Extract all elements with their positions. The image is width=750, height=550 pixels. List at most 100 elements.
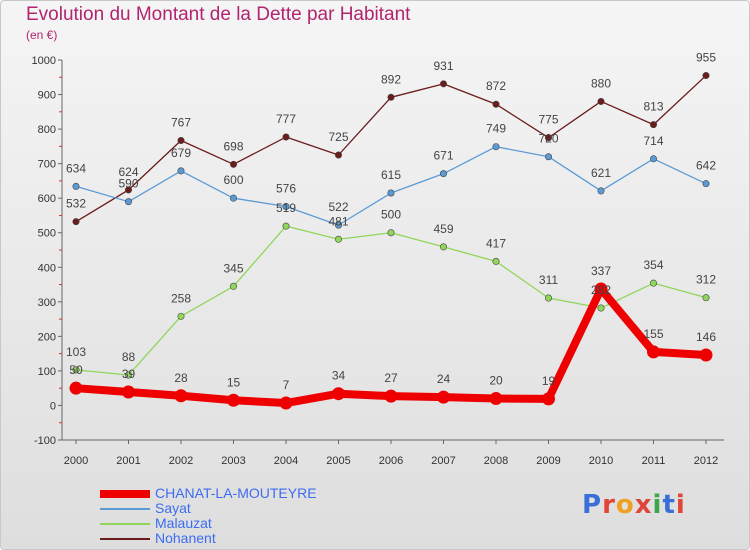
legend-label-sayat: Sayat: [155, 500, 191, 516]
data-label-chanat: 146: [696, 330, 716, 344]
data-label-sayat: 590: [118, 177, 138, 191]
data-point-chanat: [699, 348, 713, 362]
data-label-malauzat: 312: [696, 273, 716, 287]
chart-legend: CHANAT-LA-MOUTEYRE Sayat Malauzat Nohane…: [100, 485, 400, 546]
data-label-chanat: 337: [591, 264, 611, 278]
data-label-chanat: 34: [332, 369, 346, 383]
data-label-nohanent: 532: [66, 197, 86, 211]
data-point-nohanent: [177, 136, 185, 144]
data-point-malauzat: [439, 243, 447, 251]
data-point-sayat: [597, 187, 605, 195]
data-label-malauzat: 481: [328, 214, 348, 228]
legend-swatch-malauzat: [100, 523, 150, 525]
x-tick-label: 2000: [64, 455, 88, 467]
data-point-chanat: [174, 389, 188, 403]
x-tick-label: 2001: [116, 455, 140, 467]
data-label-chanat: 7: [283, 378, 290, 392]
legend-item-chanat: CHANAT-LA-MOUTEYRE: [100, 485, 400, 501]
logo-letter: i: [652, 490, 663, 520]
data-label-nohanent: 767: [171, 115, 191, 129]
data-label-sayat: 615: [381, 168, 401, 182]
legend-label-chanat: CHANAT-LA-MOUTEYRE: [155, 485, 317, 501]
y-tick-label: 600: [38, 193, 56, 205]
data-label-malauzat: 519: [276, 201, 296, 215]
data-point-chanat: [542, 392, 555, 406]
data-point-malauzat: [387, 229, 395, 237]
y-tick-label: 800: [38, 124, 56, 136]
legend-swatch-chanat: [100, 490, 150, 498]
data-label-sayat: 714: [643, 134, 663, 148]
data-point-nohanent: [492, 100, 500, 108]
data-point-sayat: [649, 155, 657, 163]
legend-swatch-sayat: [100, 508, 150, 510]
data-label-nohanent: 892: [381, 72, 401, 86]
data-label-malauzat: 500: [381, 208, 401, 222]
data-label-chanat: 28: [174, 371, 188, 385]
data-label-malauzat: 282: [591, 283, 611, 297]
data-label-sayat: 522: [328, 200, 348, 214]
data-point-malauzat: [177, 312, 185, 320]
data-point-nohanent: [387, 93, 395, 101]
data-point-chanat: [69, 381, 83, 395]
chart-title: Evolution du Montant de la Dette par Hab…: [26, 4, 411, 25]
y-tick-label: 900: [38, 90, 56, 102]
y-tick-label: 400: [38, 262, 56, 274]
chart-subtitle: (en €): [26, 28, 58, 42]
data-point-nohanent: [649, 121, 657, 129]
data-label-sayat: 621: [591, 166, 611, 180]
data-label-nohanent: 955: [696, 51, 716, 65]
data-label-chanat: 155: [643, 327, 663, 341]
y-tick-label: 500: [38, 228, 56, 240]
y-tick-label: 1000: [32, 55, 56, 67]
y-tick-label: 200: [38, 331, 56, 343]
y-tick-label: -100: [34, 435, 56, 447]
legend-item-sayat: Sayat: [100, 500, 400, 516]
data-label-chanat: 24: [437, 372, 451, 386]
data-label-malauzat: 88: [122, 350, 136, 364]
data-point-nohanent: [282, 133, 290, 141]
x-tick-label: 2006: [379, 455, 403, 467]
x-tick-label: 2008: [484, 455, 508, 467]
data-label-sayat: 600: [223, 173, 243, 187]
data-label-nohanent: 872: [486, 79, 506, 93]
data-label-malauzat: 459: [433, 222, 453, 236]
data-point-nohanent: [334, 151, 342, 159]
data-point-nohanent: [125, 186, 133, 194]
data-point-sayat: [439, 170, 447, 178]
data-label-sayat: 679: [171, 146, 191, 160]
x-tick-label: 2012: [694, 455, 718, 467]
x-tick-label: 2002: [169, 455, 193, 467]
data-point-sayat: [492, 143, 500, 151]
y-tick-label: 300: [38, 297, 56, 309]
series-nohanent: [72, 72, 710, 226]
data-point-nohanent: [702, 72, 710, 80]
data-point-nohanent: [544, 134, 552, 142]
data-label-chanat: 50: [69, 363, 83, 377]
data-point-chanat: [384, 389, 398, 403]
x-tick-label: 2004: [274, 455, 298, 467]
data-label-malauzat: 258: [171, 291, 191, 305]
data-point-nohanent: [597, 97, 605, 105]
data-label-malauzat: 311: [539, 273, 558, 287]
data-point-chanat: [647, 345, 660, 359]
data-label-sayat: 642: [696, 159, 716, 173]
x-tick-label: 2003: [221, 455, 245, 467]
data-point-chanat: [594, 282, 608, 296]
logo-letter: o: [615, 490, 635, 520]
data-label-nohanent: 775: [538, 113, 558, 127]
data-point-chanat: [489, 392, 503, 406]
data-label-sayat: 634: [66, 161, 86, 175]
data-point-chanat: [437, 390, 450, 404]
data-point-malauzat: [492, 257, 500, 265]
data-point-sayat: [334, 221, 342, 229]
data-point-sayat: [544, 153, 552, 161]
data-label-sayat: 749: [486, 122, 506, 136]
data-point-sayat: [387, 189, 395, 197]
data-label-malauzat: 417: [486, 236, 506, 250]
data-label-chanat: 27: [384, 371, 398, 385]
data-point-malauzat: [125, 371, 133, 379]
data-label-sayat: 576: [276, 181, 296, 195]
x-tick-label: 2010: [589, 455, 613, 467]
